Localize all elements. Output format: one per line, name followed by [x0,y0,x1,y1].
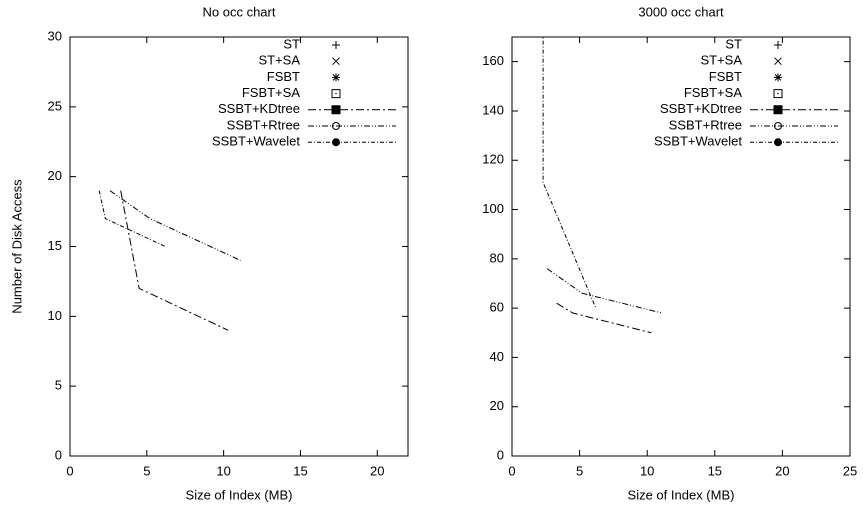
x-tick-label: 0 [66,463,73,478]
x-tick-label: 5 [143,463,150,478]
point [230,382,238,390]
legend-marker [332,57,340,66]
y-tick-label: 0 [55,447,62,462]
x-tick-label: 20 [775,463,789,478]
point [659,310,666,317]
legend-label: ST [725,36,742,51]
point [794,371,801,378]
legend-marker [773,138,783,147]
plot-frame [69,36,409,457]
chart-title: No occ chart [203,4,276,19]
y-tick-label: 25 [48,98,62,113]
legend-label: FSBT [267,69,300,84]
legend-label: FSBT [709,69,742,84]
x-tick-label: 15 [293,463,307,478]
point [739,228,747,236]
y-tick-label: 5 [55,378,62,393]
chart-title: 3000 occ chart [638,4,724,19]
y-tick-label: 80 [490,250,504,265]
legend-marker [331,89,341,99]
legend-marker [332,41,340,49]
legend-label: FSBT+SA [684,85,742,100]
y-tick-label: 0 [497,447,504,462]
y-tick-label: 20 [48,168,62,183]
series-line [546,268,663,314]
y-tick-label: 120 [482,152,504,167]
legend-label: FSBT+SA [242,85,300,100]
legend-label: SSBT+Rtree [227,117,300,132]
point [146,215,153,222]
x-tick-label: 0 [508,463,515,478]
legend-marker [332,73,340,82]
legend-marker [774,41,782,49]
point [592,305,599,312]
legend-label: ST [283,36,300,51]
x-tick-label: 25 [843,463,857,478]
x-tick-label: 10 [216,463,230,478]
series-line [98,190,166,247]
series-line [120,190,229,331]
point [292,382,300,390]
legend-marker [331,122,341,130]
x-axis-label: Size of Index (MB) [186,487,293,502]
point [653,289,661,297]
legend-marker [773,89,783,99]
point [707,358,715,366]
legend-label: ST+SA [258,53,300,68]
x-tick-label: 5 [576,463,583,478]
legend-label: SSBT+Rtree [669,117,742,132]
x-tick-label: 15 [708,463,722,478]
x-axis-label: Size of Index (MB) [628,487,735,502]
legend-marker [774,73,782,82]
y-tick-label: 20 [490,398,504,413]
y-axis-label: Number of Disk Access [9,179,24,314]
legend-marker [774,57,782,66]
y-tick-label: 10 [48,308,62,323]
legend-label: SSBT+KDtree [218,101,300,116]
y-tick-label: 60 [490,300,504,315]
x-tick-label: 20 [370,463,384,478]
series-line [556,302,652,334]
series-line [109,190,241,261]
point [329,368,337,376]
y-tick-label: 40 [490,349,504,364]
y-tick-label: 160 [482,53,504,68]
y-tick-label: 100 [482,201,504,216]
legend-marker [331,105,341,115]
legend-marker [331,138,341,147]
legend-label: ST+SA [700,53,742,68]
legend-marker [773,122,783,130]
y-tick-label: 140 [482,102,504,117]
legend-label: SSBT+KDtree [660,101,742,116]
legend-label: SSBT+Wavelet [654,134,742,149]
series-line [542,37,597,309]
y-tick-label: 15 [48,238,62,253]
point [391,355,398,362]
plot-frame [511,36,851,457]
legend-marker [773,105,783,115]
legend-label: SSBT+Wavelet [212,134,300,149]
x-tick-label: 10 [640,463,654,478]
point [162,243,169,250]
y-tick-label: 30 [48,28,62,43]
